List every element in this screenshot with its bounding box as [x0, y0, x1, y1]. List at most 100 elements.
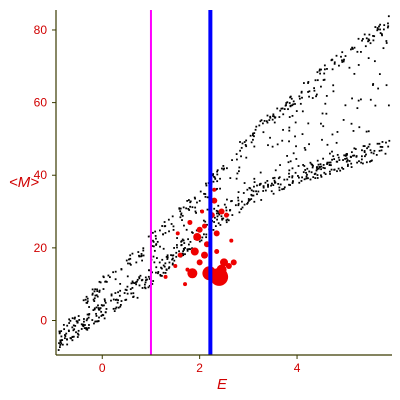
- cloud-point: [96, 295, 99, 298]
- cloud-point: [58, 342, 60, 345]
- cloud-point: [246, 188, 249, 191]
- cloud-point: [59, 340, 62, 343]
- cloud-point: [64, 335, 67, 338]
- cloud-point: [270, 184, 272, 187]
- cloud-point: [180, 240, 183, 242]
- cloud-point: [94, 288, 97, 291]
- cloud-point: [256, 184, 258, 187]
- cloud-point: [362, 162, 364, 165]
- cloud-point: [301, 176, 303, 179]
- cloud-point: [229, 209, 231, 212]
- cloud-point: [71, 317, 74, 320]
- cloud-point: [307, 177, 309, 180]
- cloud-point: [162, 247, 165, 250]
- cloud-point: [187, 208, 190, 210]
- cloud-point: [304, 148, 307, 151]
- cloud-point: [323, 68, 326, 71]
- cloud-point: [264, 181, 267, 184]
- cloud-point: [66, 338, 68, 341]
- cloud-point: [172, 228, 175, 231]
- cloud-point: [302, 164, 305, 166]
- cloud-point: [123, 292, 126, 294]
- cloud-point: [364, 155, 366, 158]
- cloud-point: [75, 320, 78, 323]
- cloud-point: [242, 192, 245, 194]
- cloud-point: [274, 116, 277, 119]
- cloud-point: [323, 167, 326, 170]
- cloud-point: [298, 97, 301, 100]
- cloud-point: [368, 39, 371, 42]
- cloud-point: [374, 26, 377, 28]
- cloud-point: [331, 68, 334, 71]
- cloud-point: [237, 191, 240, 194]
- cloud-point: [267, 185, 269, 188]
- cloud-point: [189, 240, 192, 243]
- cloud-point: [99, 307, 102, 309]
- cloud-point: [155, 243, 158, 245]
- cloud-point: [132, 281, 134, 284]
- cloud-point: [279, 109, 282, 112]
- cloud-point: [157, 271, 160, 273]
- cloud-point: [357, 64, 360, 66]
- cloud-point: [281, 139, 284, 142]
- cloud-point: [343, 58, 345, 61]
- cloud-point: [129, 254, 132, 257]
- cloud-point: [321, 138, 323, 141]
- cloud-point: [267, 184, 269, 187]
- cloud-point: [250, 189, 253, 192]
- cloud-point: [144, 281, 147, 284]
- cloud-point: [333, 62, 336, 65]
- cloud-point: [322, 79, 325, 81]
- cloud-point: [329, 161, 332, 164]
- highlight-point: [201, 251, 209, 259]
- cloud-point: [182, 247, 185, 250]
- cloud-point: [326, 143, 329, 146]
- cloud-point: [281, 107, 284, 110]
- cloud-point: [324, 102, 327, 105]
- cloud-point: [136, 296, 139, 299]
- cloud-point: [262, 185, 265, 188]
- cloud-point: [77, 333, 80, 336]
- cloud-point: [142, 247, 145, 250]
- cloud-point: [356, 161, 358, 164]
- cloud-point: [336, 160, 339, 163]
- cloud-point: [176, 244, 178, 246]
- cloud-point: [325, 112, 328, 115]
- cloud-point: [382, 47, 385, 50]
- cloud-point: [57, 349, 60, 351]
- cloud-point: [289, 160, 292, 163]
- cloud-point: [329, 173, 331, 175]
- cloud-point: [147, 235, 150, 238]
- cloud-point: [380, 149, 383, 152]
- cloud-point: [152, 255, 155, 258]
- cloud-point: [130, 292, 133, 295]
- cloud-point: [323, 171, 326, 174]
- cloud-point: [88, 324, 90, 326]
- cloud-point: [383, 24, 386, 27]
- cloud-point: [195, 212, 197, 214]
- highlight-point: [211, 197, 218, 204]
- cloud-point: [151, 283, 154, 285]
- cloud-point: [64, 334, 66, 336]
- cloud-point: [96, 320, 99, 323]
- cloud-point: [63, 328, 66, 331]
- cloud-point: [350, 151, 353, 154]
- cloud-point: [316, 71, 319, 74]
- cloud-point: [316, 79, 319, 82]
- cloud-point: [315, 95, 317, 98]
- cloud-point: [76, 332, 79, 335]
- cloud-point: [241, 142, 244, 145]
- cloud-point: [152, 240, 155, 243]
- highlight-point: [220, 258, 228, 267]
- cloud-point: [344, 55, 347, 57]
- cloud-point: [295, 158, 298, 160]
- cloud-point: [385, 84, 388, 87]
- cloud-point: [345, 153, 348, 156]
- cloud-point: [101, 304, 104, 307]
- cloud-point: [288, 102, 291, 104]
- cloud-point: [94, 320, 97, 323]
- cloud-point: [298, 95, 301, 98]
- cloud-point: [97, 304, 99, 307]
- cloud-point: [200, 239, 203, 242]
- cloud-point: [93, 297, 96, 300]
